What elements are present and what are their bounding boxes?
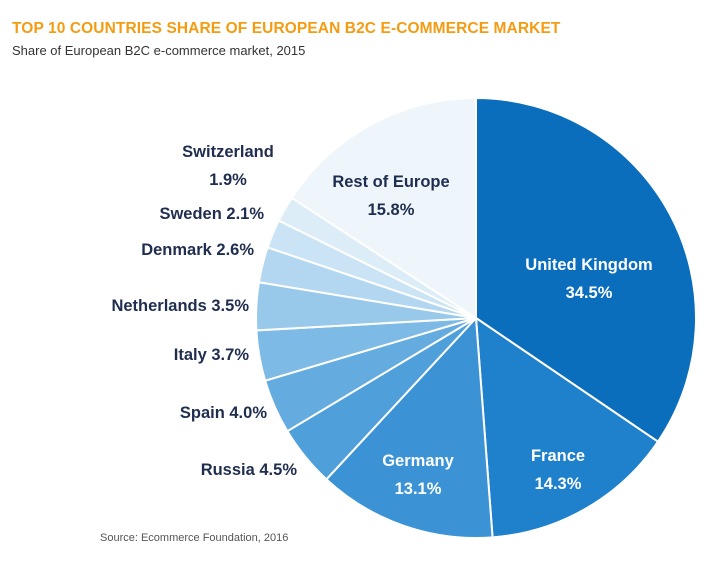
- pie-label-spain: Spain 4.0%: [180, 404, 267, 422]
- source-note: Source: Ecommerce Foundation, 2016: [100, 532, 289, 544]
- chart-title: TOP 10 COUNTRIES SHARE OF EUROPEAN B2C E…: [12, 20, 561, 37]
- pie-label-switzerland: Switzerland 1.9%: [182, 143, 274, 189]
- pie-label-united-kingdom: United Kingdom 34.5%: [525, 256, 652, 302]
- pie-label-italy: Italy 3.7%: [174, 346, 250, 364]
- pie-label-denmark: Denmark 2.6%: [141, 241, 254, 259]
- pie-slices: [254, 96, 697, 539]
- pie-label-france: France 14.3%: [531, 447, 585, 493]
- pie-label-sweden: Sweden 2.1%: [159, 205, 264, 223]
- pie-label-rest-of-europe: Rest of Europe 15.8%: [332, 173, 449, 219]
- pie-slice-france: [474, 316, 660, 539]
- chart-subtitle: Share of European B2C e-commerce market,…: [12, 43, 306, 58]
- pie-slice-united-kingdom: [475, 96, 697, 444]
- pie-label-russia: Russia 4.5%: [201, 461, 298, 479]
- pie-label-netherlands: Netherlands 3.5%: [111, 297, 249, 315]
- pie-slice-rest-of-europe: [290, 96, 477, 320]
- pie-slice-germany: [324, 315, 494, 539]
- pie-label-germany: Germany 13.1%: [382, 452, 454, 498]
- pie-labels: United Kingdom 34.5% France 14.3% Germany 13.…: [111, 143, 652, 498]
